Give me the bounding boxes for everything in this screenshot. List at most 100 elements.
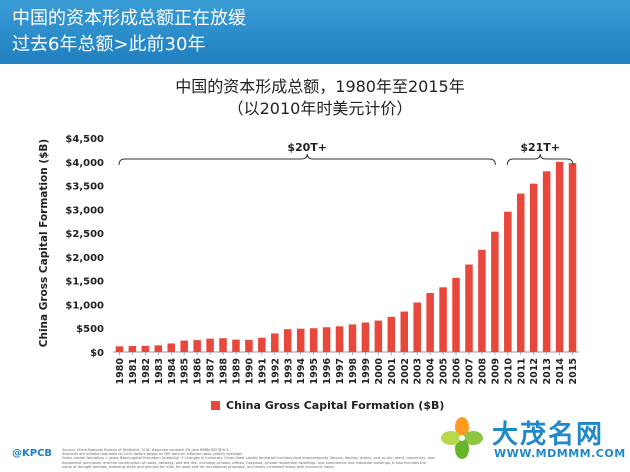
- x-tick-label: 1993: [283, 358, 294, 384]
- bar-2015: [568, 163, 577, 352]
- header-title: 中国的资本形成总额正在放缓: [12, 8, 246, 29]
- bar-2002: [400, 311, 409, 352]
- x-tick-label: 2014: [555, 358, 566, 385]
- y-axis-label: China Gross Capital Formation ($B): [38, 138, 50, 348]
- header-subtitle: 过去6年总额>此前30年: [12, 34, 206, 55]
- x-tick-label: 2002: [400, 358, 411, 384]
- x-tick-label: 1991: [257, 358, 268, 384]
- bar-2011: [517, 193, 525, 352]
- footnote: Source: China National Bureau of Statist…: [62, 448, 442, 469]
- brand-logo: @KPCB: [12, 448, 53, 459]
- bar-2007: [465, 264, 473, 352]
- bracket-label: $21T+: [520, 141, 560, 154]
- bar-1987: [206, 338, 214, 352]
- period-bracket: [506, 153, 574, 166]
- bar-1981: [128, 346, 137, 352]
- legend-label: China Gross Capital Formation ($B): [226, 398, 445, 412]
- bar-2001: [387, 316, 396, 352]
- x-tick-label: 1996: [322, 358, 333, 385]
- bar-1984: [167, 343, 176, 352]
- bar-2003: [413, 302, 421, 352]
- bar-2006: [452, 277, 460, 352]
- chart-title-line2: （以2010年时美元计价）: [227, 99, 413, 118]
- bar-1995: [309, 328, 318, 352]
- bar-1996: [322, 327, 331, 352]
- x-tick-label: 2004: [426, 358, 437, 385]
- x-tick-label: 2012: [529, 358, 540, 384]
- bar-1988: [219, 338, 227, 352]
- bar-1991: [258, 337, 266, 352]
- bar-1985: [180, 340, 188, 352]
- x-tick-label: 2005: [439, 358, 450, 384]
- bar-1992: [271, 333, 279, 352]
- bar-2000: [374, 320, 383, 352]
- x-tick-label: 1990: [244, 358, 255, 385]
- legend: China Gross Capital Formation ($B): [211, 398, 444, 412]
- bar-1993: [284, 329, 292, 352]
- y-tick-label: $3,500: [65, 182, 104, 193]
- y-tick-label: $500: [76, 324, 104, 335]
- y-tick-label: $2,500: [65, 229, 104, 240]
- bar-2010: [504, 211, 512, 352]
- x-tick-label: 1987: [206, 358, 217, 384]
- y-tick-label: $0: [90, 348, 104, 359]
- bar-1990: [245, 339, 253, 352]
- x-tick-label: 2009: [490, 358, 501, 384]
- x-tick-label: 1999: [361, 358, 372, 384]
- bar-1982: [141, 345, 150, 352]
- bar-1989: [232, 339, 240, 352]
- x-tick-label: 1997: [335, 358, 346, 384]
- x-tick-label: 1983: [154, 358, 165, 384]
- legend-swatch: [211, 400, 220, 410]
- footnote-line: Source: China National Bureau of Statist…: [62, 448, 230, 452]
- x-tick-label: 2007: [464, 358, 475, 384]
- bar-2005: [439, 287, 447, 352]
- y-tick-label: $1,500: [65, 277, 104, 288]
- period-bracket: [118, 153, 496, 166]
- x-tick-label: 2003: [413, 358, 424, 384]
- x-tick-label: 2015: [568, 358, 579, 384]
- x-tick-label: 2001: [387, 358, 398, 384]
- y-tick-label: $4,500: [65, 134, 104, 145]
- bar-1980: [115, 346, 124, 352]
- y-tick-label: $1,000: [65, 300, 104, 311]
- x-tick-label: 1994: [296, 358, 307, 385]
- x-tick-label: 2010: [503, 358, 514, 385]
- x-tick-label: 1986: [193, 358, 204, 385]
- bar-2014: [555, 161, 564, 352]
- x-tick-label: 1984: [167, 358, 178, 385]
- clover-logo-icon: [441, 417, 483, 459]
- bar-1994: [296, 328, 305, 352]
- bar-1986: [193, 340, 201, 352]
- y-tick-label: $2,000: [65, 253, 104, 264]
- watermark-name: 大茂名网: [492, 420, 605, 450]
- x-tick-label: 2006: [452, 358, 463, 385]
- bar-2004: [426, 293, 434, 352]
- x-tick-label: 1998: [348, 358, 359, 385]
- x-tick-label: 2013: [542, 358, 553, 384]
- bar-1983: [154, 345, 163, 352]
- bar-2012: [529, 183, 538, 352]
- bar-1997: [335, 326, 344, 352]
- bracket-label: $20T+: [287, 141, 327, 154]
- x-tick-label: 2008: [477, 358, 488, 385]
- footnote-line: value of drought animals, breeding stock…: [62, 464, 335, 469]
- y-tick-label: $3,000: [65, 205, 104, 216]
- x-tick-label: 1989: [231, 358, 242, 384]
- x-tick-label: 2000: [374, 358, 385, 385]
- bar-1999: [361, 322, 370, 352]
- footnote-line: Amounts are inflation adjusted to 2010 d…: [62, 452, 244, 457]
- footnote-line: Gross capital formation = gross fixed ca…: [62, 456, 435, 461]
- bar-1998: [348, 324, 357, 352]
- x-tick-label: 1992: [270, 358, 281, 384]
- bar-2013: [542, 171, 551, 352]
- x-tick-label: 1982: [141, 358, 152, 384]
- x-tick-label: 1981: [128, 358, 139, 384]
- y-tick-label: $4,000: [65, 158, 104, 169]
- x-tick-label: 1980: [115, 358, 126, 385]
- bar-2008: [478, 249, 486, 352]
- chart-title-line1: 中国的资本形成总额，1980年至2015年: [175, 77, 465, 96]
- x-tick-label: 1988: [219, 358, 230, 385]
- chart-title: 中国的资本形成总额，1980年至2015年 （以2010年时美元计价）: [110, 76, 530, 120]
